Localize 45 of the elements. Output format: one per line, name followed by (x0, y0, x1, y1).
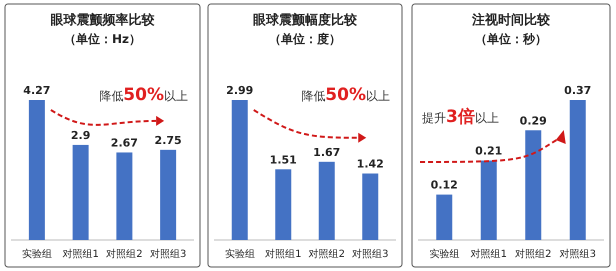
annotation: 降低50%以上 (99, 85, 188, 105)
data-label: 2.67 (110, 136, 138, 150)
x-tick-label: 对照组1 (62, 248, 99, 260)
chart-title: 注视时间比较 (471, 12, 551, 28)
bar (232, 100, 248, 240)
data-label: 4.27 (23, 84, 50, 97)
x-tick-label: 对照组2 (515, 248, 552, 260)
x-tick-label: 实验组 (22, 248, 52, 260)
data-label: 2.75 (154, 134, 182, 147)
x-tick-label: 对照组3 (150, 248, 186, 260)
data-label: 2.99 (226, 84, 254, 97)
data-label: 0.21 (475, 144, 502, 158)
x-tick-label: 对照组2 (308, 248, 345, 260)
x-tick-label: 对照组1 (470, 248, 507, 260)
x-tick-label: 对照组3 (352, 248, 388, 260)
data-label: 1.42 (356, 158, 384, 171)
bar (570, 100, 586, 240)
annotation: 提升3倍以上 (422, 107, 499, 127)
x-tick-label: 对照组3 (560, 248, 596, 260)
bar (275, 169, 292, 240)
data-label: 1.51 (270, 153, 297, 166)
annotation: 降低50%以上 (301, 85, 390, 105)
x-tick-label: 对照组1 (265, 248, 302, 260)
chart-title: 眼球震颤幅度比较 (253, 12, 358, 28)
bar (525, 130, 542, 240)
x-tick-label: 实验组 (429, 248, 460, 260)
bar (318, 162, 335, 240)
data-label: 0.37 (564, 84, 592, 97)
data-label: 2.9 (70, 128, 90, 142)
chart-subtitle: （单位：Hz） (64, 32, 142, 46)
bar (480, 160, 497, 240)
chart-subtitle: （单位：秒） (475, 32, 547, 46)
chart-subtitle: （单位：度） (269, 32, 341, 46)
x-tick-label: 实验组 (224, 248, 255, 260)
data-label: 0.29 (520, 114, 547, 128)
bar (72, 144, 89, 240)
bar (116, 152, 132, 240)
bar (28, 100, 45, 240)
data-label: 1.67 (313, 146, 340, 159)
chart-title: 眼球震颤频率比较 (50, 12, 156, 28)
bar (160, 150, 176, 240)
x-tick-label: 对照组2 (106, 248, 143, 260)
data-label: 0.12 (430, 178, 458, 192)
bar (436, 194, 452, 240)
bar (362, 174, 378, 240)
